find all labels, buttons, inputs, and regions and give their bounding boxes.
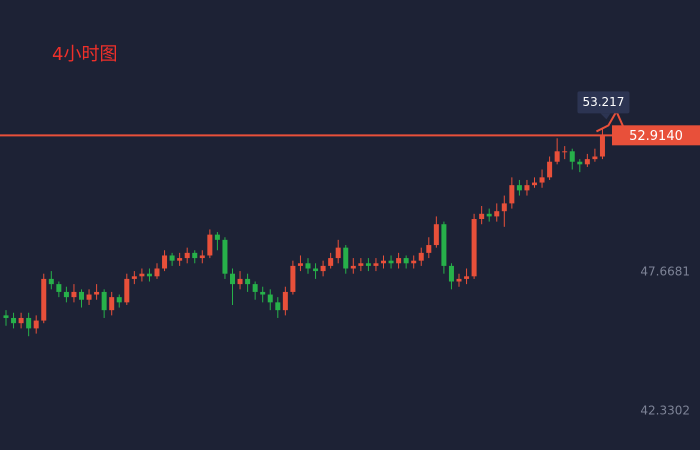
candle-body: [494, 211, 500, 217]
candle-body: [373, 263, 379, 266]
candle-body: [448, 265, 454, 282]
candle-body: [154, 268, 160, 277]
candle-body: [599, 135, 605, 157]
candle-body: [584, 159, 590, 165]
y-tick-label: 47.6681: [640, 264, 690, 278]
candle-body: [365, 263, 371, 266]
candle-body: [124, 278, 130, 303]
candle-body: [33, 320, 39, 329]
candle-body: [297, 263, 303, 266]
candle-body: [290, 265, 296, 292]
candle-body: [94, 291, 100, 295]
candle-body: [131, 276, 137, 279]
candle-body: [48, 278, 54, 285]
candle-body: [418, 252, 424, 261]
candle-body: [11, 317, 17, 324]
candle-body: [501, 203, 507, 212]
candle-body: [237, 278, 243, 285]
candle-body: [71, 291, 77, 298]
candle-body: [146, 273, 152, 277]
candle-body: [252, 284, 258, 292]
candle-body: [569, 151, 575, 162]
candle-body: [139, 273, 145, 277]
candle-body: [169, 255, 175, 261]
candle-body: [177, 258, 183, 261]
candle-body: [328, 258, 334, 266]
candle-body: [396, 258, 402, 264]
candle-body: [403, 258, 409, 264]
last-price-box: [612, 125, 700, 146]
candle-body: [547, 161, 553, 178]
candle-body: [471, 219, 477, 277]
last-price-label: 52.9140: [629, 129, 683, 144]
candle-body: [56, 284, 62, 292]
candle-body: [320, 265, 326, 272]
candle-body: [184, 252, 190, 259]
candle-body: [26, 317, 32, 329]
candle-body: [479, 213, 485, 220]
high-box: [577, 91, 630, 114]
candle-body: [116, 297, 122, 303]
candle-body: [433, 224, 439, 246]
candle-body: [358, 263, 364, 266]
candle-body: [562, 151, 568, 153]
candle-body: [18, 317, 24, 324]
candle-body: [109, 297, 115, 311]
candle-body: [245, 278, 251, 285]
candle-body: [524, 185, 530, 191]
candle-body: [230, 273, 235, 285]
candle-body: [388, 260, 394, 264]
candle-body: [267, 294, 273, 303]
candle-body: [456, 278, 462, 282]
candle-body: [441, 224, 447, 266]
candle-body: [192, 252, 198, 259]
candle-body: [79, 291, 84, 300]
candle-body: [554, 151, 560, 162]
candle-body: [207, 234, 213, 256]
y-tick-label: 42.3302: [640, 403, 690, 417]
candle-body: [343, 247, 349, 269]
candle-body: [516, 185, 522, 191]
high-label: 53.217: [582, 95, 624, 109]
candle-body: [486, 213, 492, 217]
candle-body: [260, 291, 266, 295]
chart-title: 4小时图: [52, 44, 117, 65]
candle-body: [101, 291, 107, 311]
candle-body: [335, 247, 341, 259]
high-box-tail: [600, 113, 611, 120]
candle-body: [592, 156, 598, 160]
candle-body: [3, 315, 9, 318]
candle-body: [162, 255, 168, 269]
candle-body: [350, 265, 356, 269]
candle-body: [199, 255, 205, 259]
candle-body: [86, 294, 92, 300]
candle-body: [381, 260, 386, 264]
candle-body: [313, 268, 319, 272]
candle-body: [214, 234, 220, 240]
candle-body: [222, 239, 228, 274]
candle-body: [282, 291, 288, 311]
candle-body: [41, 278, 47, 321]
candle-body: [305, 263, 311, 269]
candle-body: [464, 276, 470, 279]
candle-body: [63, 291, 69, 298]
candle-body: [539, 177, 545, 183]
candle-body: [577, 161, 583, 165]
candle-body: [275, 302, 281, 311]
candle-body: [411, 260, 417, 264]
candle-body: [532, 182, 537, 186]
candle-body: [509, 185, 515, 204]
candle-body: [426, 245, 432, 253]
